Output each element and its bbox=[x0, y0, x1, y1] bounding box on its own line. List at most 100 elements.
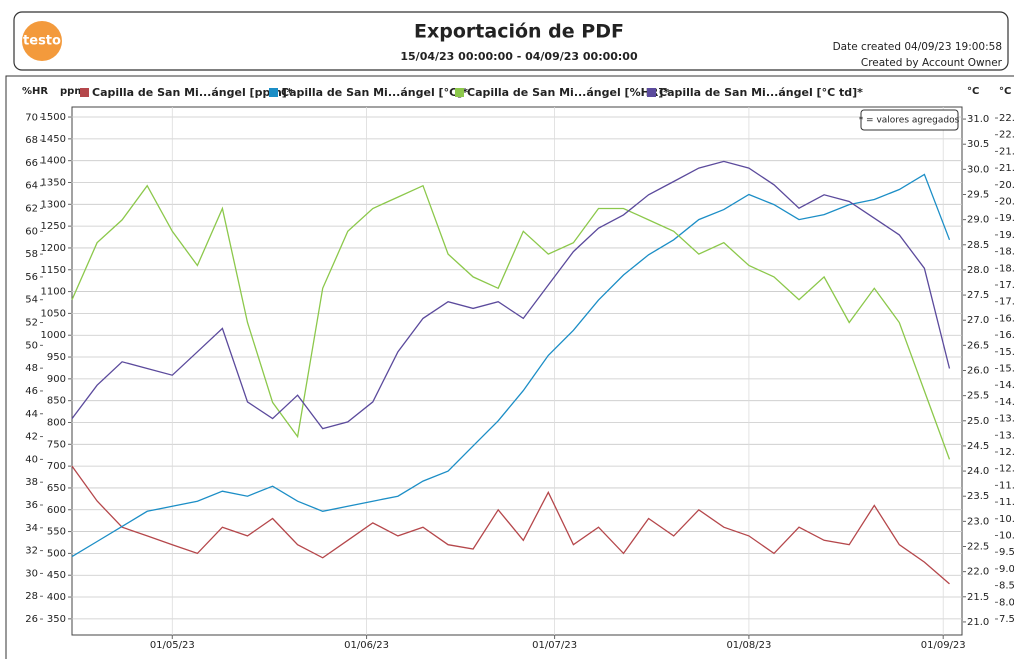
y-tick-label: 1400 bbox=[41, 156, 66, 167]
legend-swatch bbox=[647, 88, 656, 97]
y-tick-label: 11.0 bbox=[999, 497, 1014, 508]
y-tick-label: 14.0 bbox=[999, 397, 1014, 408]
y-tick-label: 14.5 bbox=[999, 380, 1014, 391]
series-line bbox=[71, 465, 950, 585]
legend-swatch bbox=[80, 88, 89, 97]
y-tick-label: 13.0 bbox=[999, 430, 1014, 441]
y-tick-label: 28.5 bbox=[967, 240, 989, 251]
y-tick-label: 17.0 bbox=[999, 297, 1014, 308]
y-tick-label: 24.5 bbox=[967, 441, 989, 452]
y-tick-label: 62 bbox=[25, 203, 38, 214]
chart-frame bbox=[5, 75, 1014, 659]
created-by: Created by Account Owner bbox=[861, 57, 1003, 69]
y-tick-label: 60 bbox=[25, 226, 38, 237]
axis-unit: °C td bbox=[999, 86, 1014, 97]
y-tick-label: 19.5 bbox=[999, 213, 1014, 224]
y-tick-label: 900 bbox=[47, 374, 66, 385]
y-tick-label: 24.0 bbox=[967, 466, 989, 477]
y-tick-label: 1200 bbox=[41, 243, 66, 254]
y-tick-label: 20.0 bbox=[999, 197, 1014, 208]
y-tick-label: 1450 bbox=[41, 134, 66, 145]
y-tick-label: 50 bbox=[25, 340, 38, 351]
y-tick-label: 44 bbox=[25, 409, 38, 420]
note: * = valores agregados bbox=[859, 116, 960, 126]
y-tick-label: 950 bbox=[47, 352, 66, 363]
y-tick-label: 700 bbox=[47, 461, 66, 472]
y-tick-label: 8.5 bbox=[999, 581, 1014, 592]
y-tick-label: 16.5 bbox=[999, 313, 1014, 324]
created-date: Date created 04/09/23 19:00:58 bbox=[833, 41, 1002, 53]
y-tick-label: 66 bbox=[25, 158, 38, 169]
y-tick-label: 9.0 bbox=[999, 564, 1014, 575]
logo bbox=[22, 21, 62, 61]
y-tick-label: 1350 bbox=[41, 177, 66, 188]
y-tick-label: 10.0 bbox=[999, 530, 1014, 541]
y-tick-label: 11.5 bbox=[999, 480, 1014, 491]
legend-swatch bbox=[455, 88, 464, 97]
y-tick-label: 22.0 bbox=[967, 567, 989, 578]
y-tick-label: 18.5 bbox=[999, 247, 1014, 258]
y-tick-label: 1150 bbox=[41, 265, 66, 276]
y-tick-label: 21.5 bbox=[967, 592, 989, 603]
y-tick-label: 56 bbox=[25, 272, 38, 283]
y-tick-label: 36 bbox=[25, 500, 38, 511]
y-tick-label: 25.5 bbox=[967, 391, 989, 402]
y-tick-label: 27.5 bbox=[967, 290, 989, 301]
y-tick-label: 26.5 bbox=[967, 340, 989, 351]
y-tick-label: 22.0 bbox=[999, 130, 1014, 141]
axis-unit: °C bbox=[967, 86, 979, 97]
x-tick-label: 01/07/23 bbox=[532, 640, 577, 651]
y-tick-label: 28.0 bbox=[967, 265, 989, 276]
y-tick-label: 42 bbox=[25, 432, 38, 443]
y-tick-label: 1000 bbox=[41, 330, 66, 341]
legend-label: Capilla de San Mi...ángel [ppm]* bbox=[92, 86, 293, 99]
y-tick-label: 48 bbox=[25, 363, 38, 374]
y-tick-label: 1300 bbox=[41, 199, 66, 210]
y-tick-label: 12.5 bbox=[999, 447, 1014, 458]
y-tick-label: 13.5 bbox=[999, 414, 1014, 425]
y-tick-label: 1050 bbox=[41, 308, 66, 319]
y-tick-label: 40 bbox=[25, 454, 38, 465]
y-tick-label: 27.0 bbox=[967, 315, 989, 326]
y-tick-label: 26.0 bbox=[967, 365, 989, 376]
y-tick-label: 29.0 bbox=[967, 215, 989, 226]
y-tick-label: 28 bbox=[25, 591, 38, 602]
plot-area bbox=[71, 106, 963, 636]
y-tick-label: 8.0 bbox=[999, 597, 1014, 608]
series-line bbox=[71, 160, 951, 430]
logo-text: testo bbox=[23, 34, 61, 49]
y-tick-label: 12.0 bbox=[999, 464, 1014, 475]
y-tick-label: 31.0 bbox=[967, 114, 989, 125]
y-tick-label: 7.5 bbox=[999, 614, 1014, 625]
y-tick-label: 29.5 bbox=[967, 189, 989, 200]
y-tick-label: 38 bbox=[25, 477, 38, 488]
series-line bbox=[71, 184, 951, 460]
y-tick-label: 54 bbox=[25, 295, 38, 306]
y-tick-label: 450 bbox=[47, 570, 66, 581]
y-tick-label: 23.0 bbox=[967, 516, 989, 527]
y-tick-label: 17.5 bbox=[999, 280, 1014, 291]
y-tick-label: 350 bbox=[47, 614, 66, 625]
header-box bbox=[13, 11, 1009, 71]
y-tick-label: 650 bbox=[47, 483, 66, 494]
y-tick-label: 68 bbox=[25, 135, 38, 146]
y-tick-label: 20.5 bbox=[999, 180, 1014, 191]
y-tick-label: 19.0 bbox=[999, 230, 1014, 241]
period: 15/04/23 00:00:00 - 04/09/23 00:00:00 bbox=[400, 50, 638, 63]
axis-unit: ppm bbox=[60, 86, 85, 97]
y-tick-label: 800 bbox=[47, 417, 66, 428]
page-title: Exportación de PDF bbox=[414, 21, 624, 43]
y-tick-label: 58 bbox=[25, 249, 38, 260]
y-tick-label: 600 bbox=[47, 505, 66, 516]
y-tick-label: 26 bbox=[25, 614, 38, 625]
y-tick-label: 850 bbox=[47, 396, 66, 407]
legend-label: Capilla de San Mi...ángel [°C td]* bbox=[659, 86, 863, 99]
y-tick-label: 21.0 bbox=[967, 617, 989, 628]
legend-label: Capilla de San Mi...ángel [%HR]* bbox=[467, 86, 669, 99]
y-tick-label: 30.5 bbox=[967, 139, 989, 150]
y-tick-label: 15.5 bbox=[999, 347, 1014, 358]
y-tick-label: 750 bbox=[47, 439, 66, 450]
x-tick-label: 01/05/23 bbox=[150, 640, 195, 651]
